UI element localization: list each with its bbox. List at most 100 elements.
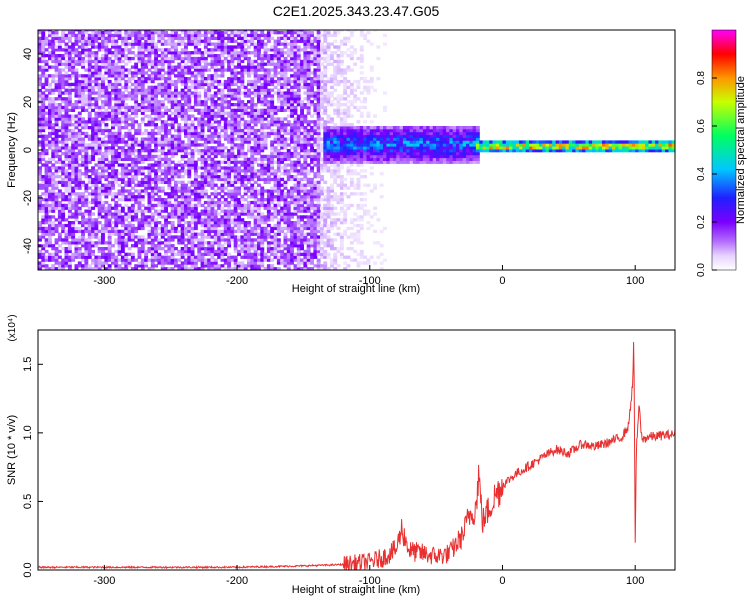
heatmap-cell	[187, 160, 192, 164]
heatmap-cell	[273, 186, 278, 190]
heatmap-cell	[177, 229, 182, 233]
heatmap-cell	[154, 91, 158, 95]
heatmap-cell	[263, 143, 268, 147]
heatmap-cell	[74, 126, 79, 130]
heatmap-cell	[180, 77, 185, 81]
heatmap-cell	[57, 249, 62, 254]
heatmap-cell	[114, 195, 119, 199]
heatmap-cell	[184, 71, 188, 75]
heatmap-cell	[140, 154, 145, 159]
heatmap-cell	[71, 128, 76, 133]
heatmap-cell	[57, 105, 62, 110]
heatmap-cell	[253, 108, 258, 112]
heatmap-cell	[57, 62, 62, 66]
heatmap-cell	[197, 30, 202, 32]
heatmap-cell	[44, 175, 49, 179]
heatmap-cell	[54, 175, 59, 179]
heatmap-cell	[270, 149, 275, 153]
heatmap-cell	[64, 261, 69, 265]
heatmap-cell	[293, 146, 298, 150]
heatmap-cell	[134, 241, 139, 245]
heatmap-cell	[240, 244, 245, 248]
heatmap-cell	[237, 264, 241, 268]
heatmap-cell	[120, 97, 125, 101]
heatmap-cell	[263, 131, 268, 136]
heatmap-cell	[154, 223, 158, 228]
heatmap-cell	[193, 45, 198, 49]
heatmap-cell	[263, 232, 268, 236]
heatmap-cell	[270, 177, 275, 182]
heatmap-cell	[247, 62, 251, 66]
heatmap-cell	[107, 31, 112, 35]
heatmap-cell	[94, 54, 99, 58]
heatmap-cell	[160, 82, 165, 87]
heatmap-cell	[223, 100, 228, 104]
heatmap-cell	[190, 71, 195, 75]
heatmap-cell	[64, 252, 69, 256]
heatmap-cell	[174, 94, 178, 98]
heatmap-cell	[44, 267, 49, 270]
heatmap-cell	[97, 229, 102, 233]
heatmap-cell	[67, 232, 72, 236]
heatmap-cell	[197, 91, 202, 95]
heatmap-cell	[174, 252, 178, 256]
heatmap-cell	[61, 226, 66, 231]
heatmap-cell	[180, 169, 185, 173]
heatmap-cell	[137, 255, 142, 259]
heatmap-cell	[213, 195, 218, 199]
heatmap-cell	[157, 71, 162, 75]
heatmap-cell	[137, 77, 142, 81]
heatmap-cell	[233, 223, 238, 228]
heatmap-cell	[207, 221, 212, 225]
heatmap-cell	[280, 105, 285, 110]
heatmap-cell	[180, 200, 185, 205]
heatmap-cell	[114, 62, 119, 66]
heatmap-cell	[147, 235, 152, 239]
heatmap-cell	[273, 140, 278, 144]
heatmap-cell	[124, 198, 129, 202]
heatmap-cell	[130, 120, 135, 124]
heatmap-cell	[164, 206, 168, 210]
heatmap-cell	[233, 175, 238, 179]
heatmap-cell	[57, 48, 62, 52]
heatmap-cell	[64, 48, 69, 52]
heatmap-cell	[91, 267, 95, 270]
heatmap-cell	[243, 252, 248, 256]
heatmap-cell	[51, 51, 56, 55]
heatmap-cell	[174, 247, 178, 251]
heatmap-cell	[54, 79, 59, 84]
heatmap-cell	[77, 56, 82, 61]
heatmap-cell	[107, 51, 112, 55]
heatmap-cell	[233, 91, 238, 95]
heatmap-cell	[286, 267, 291, 270]
heatmap-cell	[51, 97, 56, 101]
heatmap-cell	[44, 117, 49, 121]
heatmap-cell	[293, 160, 298, 164]
heatmap-cell	[64, 183, 69, 187]
heatmap-cell	[273, 235, 278, 239]
heatmap-cell	[140, 212, 145, 216]
heatmap-cell	[187, 54, 192, 58]
heatmap-cell	[74, 33, 79, 38]
heatmap-cell	[167, 128, 172, 133]
heatmap-cell	[177, 105, 182, 110]
heatmap-cell	[87, 82, 92, 87]
heatmap-cell	[147, 91, 152, 95]
heatmap-cell	[170, 103, 175, 107]
heatmap-cell	[266, 71, 271, 75]
heatmap-cell	[263, 137, 268, 141]
heatmap-cell	[147, 36, 152, 40]
heatmap-cell	[124, 68, 129, 72]
heatmap-cell	[130, 51, 135, 55]
heatmap-cell	[57, 267, 62, 270]
heatmap-cell	[276, 126, 281, 130]
heatmap-cell	[200, 56, 205, 61]
heatmap-cell	[217, 166, 222, 170]
heatmap-cell	[220, 206, 225, 210]
heatmap-cell	[157, 85, 162, 89]
heatmap-cell	[263, 62, 268, 66]
heatmap-cell	[184, 232, 188, 236]
heatmap-cell	[263, 258, 268, 262]
heatmap-cell	[260, 149, 265, 153]
heatmap-cell	[87, 39, 92, 43]
